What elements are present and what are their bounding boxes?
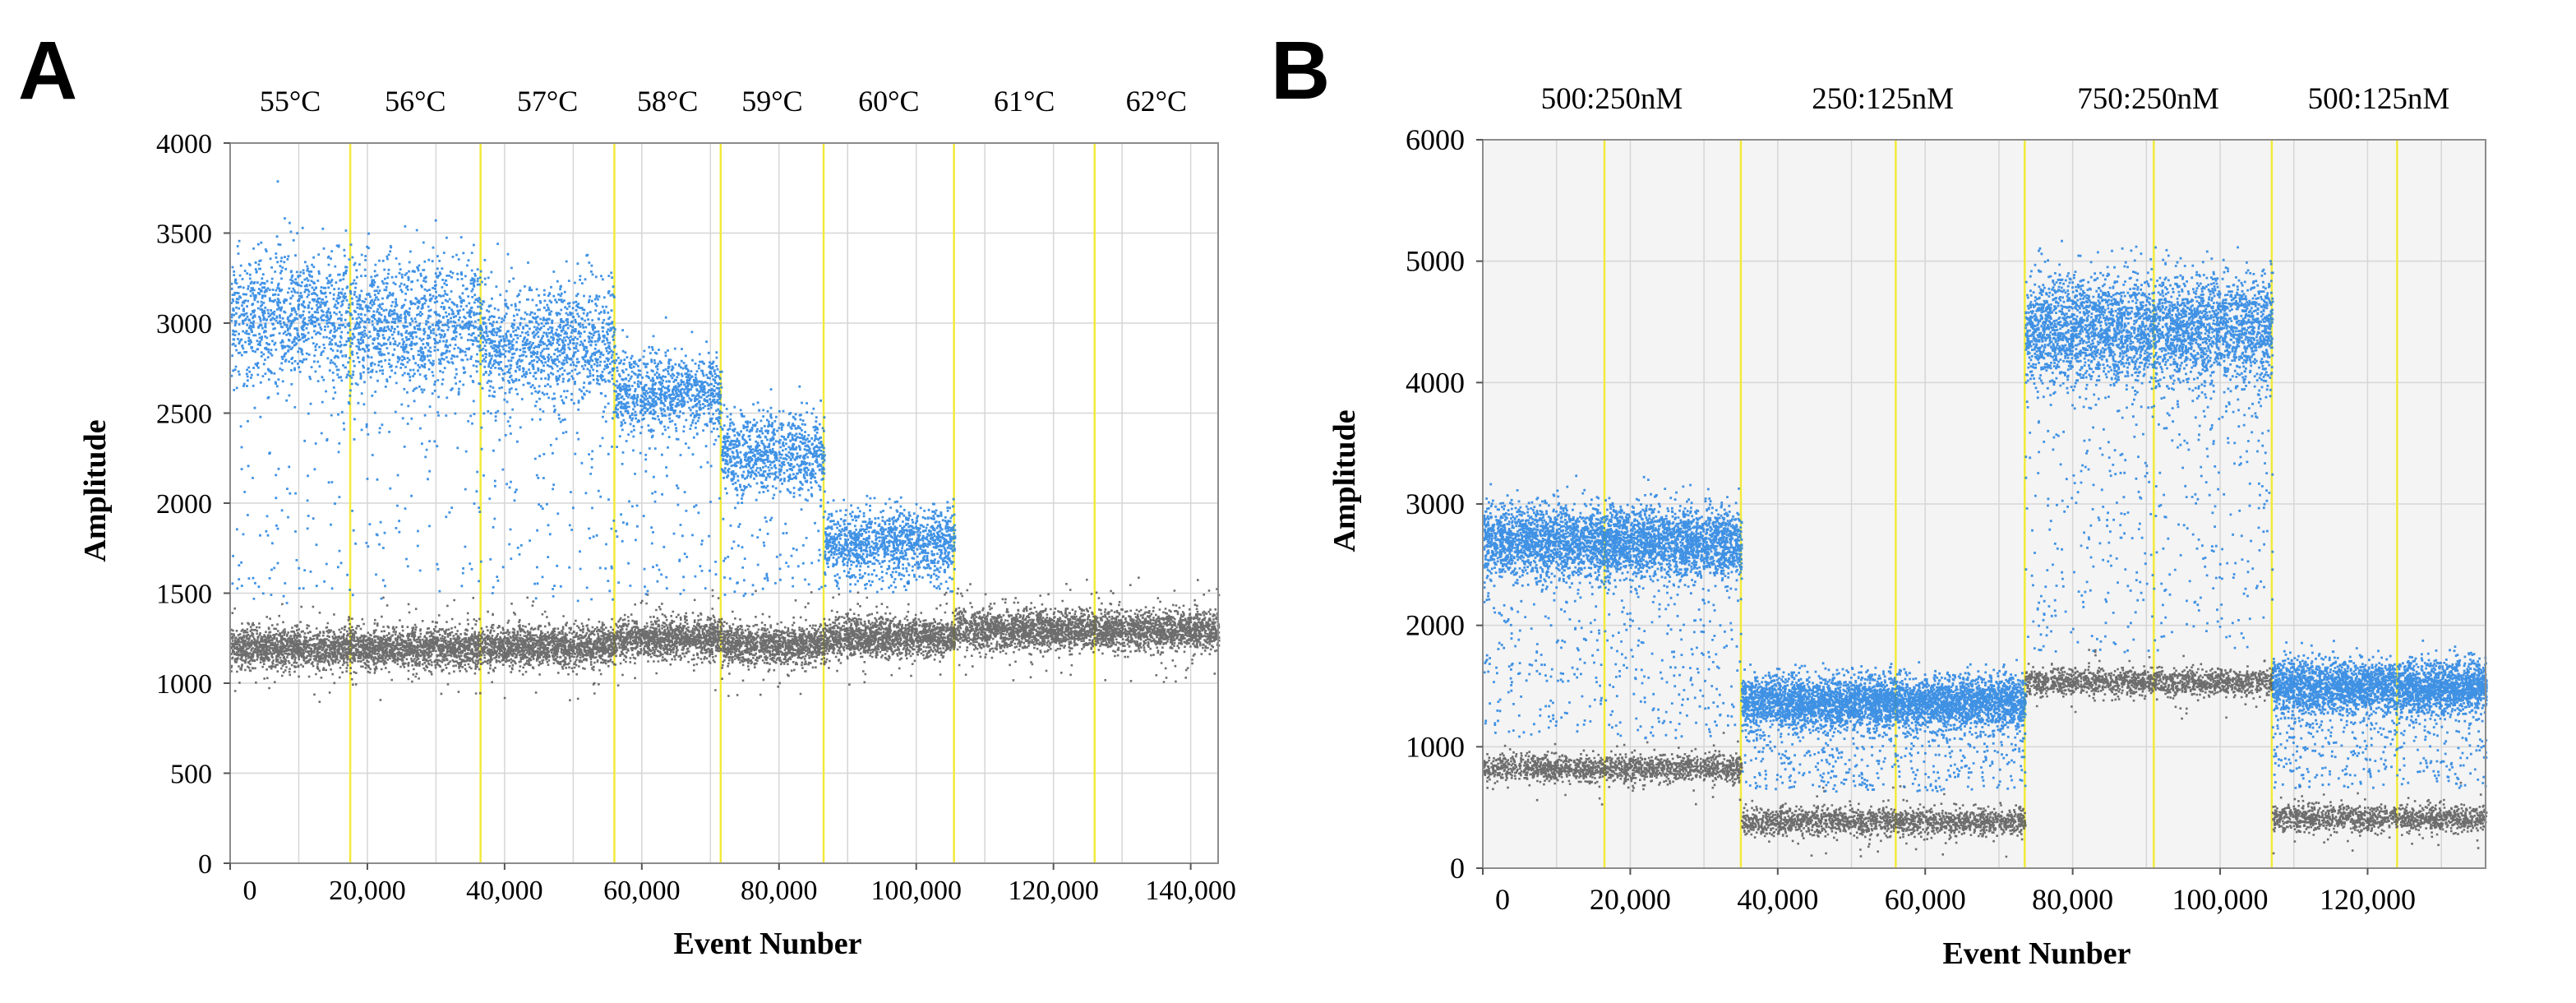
dividers-b bbox=[1603, 140, 2398, 868]
x-tick-label: 20,000 bbox=[1590, 883, 1671, 916]
y-axis-label-a: Amplitude bbox=[78, 419, 113, 562]
y-axis-ticks-a: 0 500 1000 1500 2000 2500 3000 3500 4000 bbox=[156, 129, 230, 880]
x-tick-label: 0 bbox=[1495, 883, 1510, 916]
panel-b: B 0 20,000 40,000 60,000 80,000 100,000 120,00… bbox=[1271, 25, 2488, 971]
y-tick-label: 1000 bbox=[1406, 730, 1465, 763]
positive-droplets bbox=[230, 180, 957, 604]
group-label: 56°C bbox=[385, 85, 445, 118]
group-labels-b: 500:250nM 250:125nM 750:250nM 500:125nM bbox=[1541, 82, 2450, 116]
y-tick-label: 0 bbox=[198, 849, 212, 880]
y-tick-label: 3000 bbox=[1406, 488, 1465, 520]
negative-droplets bbox=[230, 576, 1221, 703]
y-tick-label: 3500 bbox=[156, 220, 212, 250]
x-tick-label: 140,000 bbox=[1145, 876, 1236, 906]
panel-letter-b: B bbox=[1271, 25, 1330, 117]
y-tick-label: 0 bbox=[1450, 852, 1465, 885]
x-tick-label: 60,000 bbox=[603, 876, 681, 906]
x-tick-label: 20,000 bbox=[329, 876, 406, 906]
x-tick-label: 100,000 bbox=[870, 876, 962, 906]
y-tick-label: 2500 bbox=[156, 400, 212, 430]
y-tick-label: 2000 bbox=[1406, 609, 1465, 642]
x-axis-label-a: Event Nunber bbox=[673, 927, 861, 961]
x-tick-label: 0 bbox=[243, 876, 257, 906]
group-label: 750:250nM bbox=[2077, 82, 2219, 116]
group-label: 55°C bbox=[260, 85, 321, 118]
y-tick-label: 5000 bbox=[1406, 245, 1465, 278]
positive-droplets bbox=[1483, 239, 2488, 793]
y-tick-label: 1000 bbox=[156, 669, 212, 700]
group-label: 250:125nM bbox=[1812, 82, 1954, 116]
group-label: 58°C bbox=[637, 85, 698, 118]
grid-b bbox=[1483, 140, 2486, 868]
y-axis-label-b: Amplitude bbox=[1327, 409, 1362, 552]
droplet-points-b bbox=[1483, 239, 2488, 858]
dividers-a bbox=[349, 143, 1096, 863]
group-label: 60°C bbox=[858, 85, 919, 118]
group-label: 500:250nM bbox=[1541, 82, 1683, 116]
x-axis-ticks-a: 0 20,000 40,000 60,000 80,000 100,000 120,000 1… bbox=[229, 863, 1236, 906]
y-tick-label: 3000 bbox=[156, 309, 212, 340]
x-axis-ticks-b: 0 20,000 40,000 60,000 80,000 100,000 120,000 bbox=[1482, 868, 2416, 916]
x-axis-label-b: Event Nunber bbox=[1942, 936, 2131, 971]
y-tick-label: 500 bbox=[170, 760, 212, 790]
x-tick-label: 60,000 bbox=[1885, 883, 1966, 916]
panel-a: A 0 20,000 40,000 60,000 80,000 100,000 120,00… bbox=[18, 25, 1236, 961]
y-tick-label: 4000 bbox=[1406, 366, 1465, 399]
y-tick-label: 2000 bbox=[156, 489, 212, 520]
x-tick-label: 120,000 bbox=[2320, 883, 2416, 916]
x-tick-label: 80,000 bbox=[2032, 883, 2113, 916]
group-label: 59°C bbox=[741, 85, 802, 118]
group-label: 62°C bbox=[1126, 85, 1187, 118]
group-label: 61°C bbox=[994, 85, 1055, 118]
panel-letter-a: A bbox=[18, 25, 77, 117]
x-tick-label: 100,000 bbox=[2172, 883, 2269, 916]
y-tick-label: 1500 bbox=[156, 580, 212, 610]
x-tick-label: 80,000 bbox=[741, 876, 818, 906]
x-tick-label: 40,000 bbox=[1737, 883, 1818, 916]
x-tick-label: 120,000 bbox=[1008, 876, 1099, 906]
group-label: 500:125nM bbox=[2308, 82, 2450, 116]
group-label: 57°C bbox=[517, 85, 578, 118]
y-tick-label: 6000 bbox=[1406, 123, 1465, 156]
y-axis-ticks-b: 0 1000 2000 3000 4000 5000 6000 bbox=[1406, 123, 1483, 885]
x-tick-label: 40,000 bbox=[466, 876, 543, 906]
droplet-points-a bbox=[230, 180, 1221, 703]
group-labels-a: 55°C 56°C 57°C 58°C 59°C 60°C 61°C 62°C bbox=[260, 85, 1187, 118]
y-tick-label: 4000 bbox=[156, 129, 212, 159]
